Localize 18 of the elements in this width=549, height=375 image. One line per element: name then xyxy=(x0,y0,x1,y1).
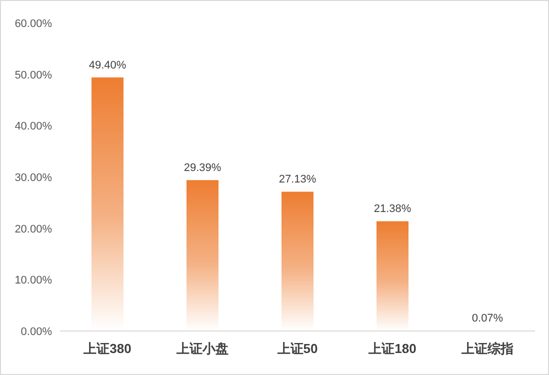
x-tick-label: 上证综指 xyxy=(460,341,514,356)
data-label: 0.07% xyxy=(472,312,504,325)
x-tick-label: 上证小盘 xyxy=(176,341,228,356)
y-tick-label: 20.00% xyxy=(14,223,52,236)
data-label: 29.39% xyxy=(184,162,222,174)
y-tick-label: 30.00% xyxy=(14,172,52,184)
x-tick-label: 上证50 xyxy=(276,341,318,356)
data-label: 49.40% xyxy=(88,59,126,72)
bar xyxy=(376,221,408,331)
data-label: 27.13% xyxy=(278,174,316,186)
data-label: 21.38% xyxy=(374,203,412,216)
y-tick-label: 10.00% xyxy=(14,274,52,287)
y-tick-label: 40.00% xyxy=(14,120,52,133)
y-tick-label: 60.00% xyxy=(14,18,52,30)
y-tick-label: 50.00% xyxy=(14,69,52,82)
y-tick-label: 0.00% xyxy=(20,326,52,338)
x-tick-label: 上证380 xyxy=(82,341,132,356)
x-tick-label: 上证180 xyxy=(368,341,416,356)
